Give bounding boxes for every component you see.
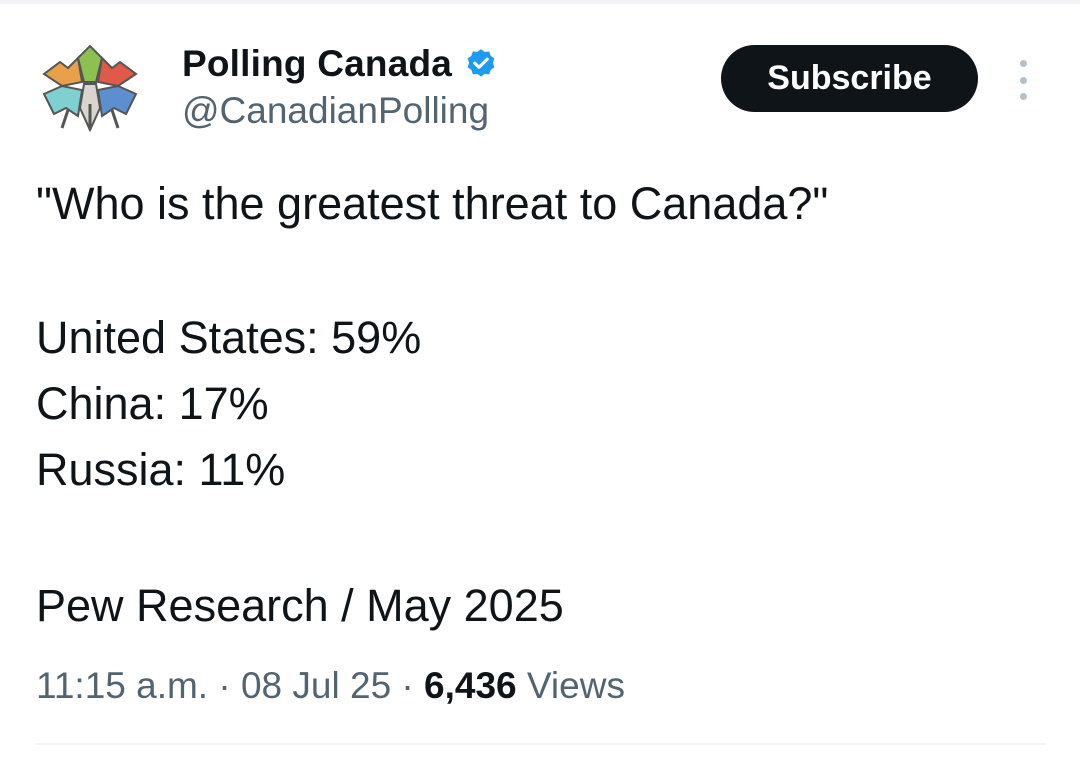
tweet-question: "Who is the greatest threat to Canada?": [36, 178, 829, 229]
more-dot: [1019, 93, 1027, 100]
tweet-meta: 11:15 a.m. · 08 Jul 25 · 6,436 Views: [36, 660, 625, 712]
tweet-date[interactable]: 08 Jul 25: [240, 665, 392, 706]
tweet-result-line: United States: 59%: [36, 312, 422, 363]
more-dot: [1019, 76, 1027, 84]
subscribe-button[interactable]: Subscribe: [721, 45, 978, 112]
meta-separator: ·: [391, 665, 425, 706]
tweet-time[interactable]: 11:15 a.m.: [36, 665, 209, 706]
meta-space: [517, 665, 527, 707]
views-label[interactable]: Views: [526, 665, 625, 706]
meta-separator: ·: [208, 665, 241, 706]
bottom-divider: [36, 743, 1046, 745]
top-divider: [0, 0, 1080, 4]
tweet-result-line: Russia: 11%: [36, 444, 286, 495]
tweet-source: Pew Research / May 2025: [36, 580, 564, 631]
author-name-row[interactable]: Polling Canada: [182, 40, 498, 88]
more-options-icon[interactable]: [1010, 60, 1036, 100]
polling-canada-logo-icon: [42, 44, 138, 133]
more-dot: [1019, 60, 1027, 67]
tweet-result-line: China: 17%: [36, 378, 269, 429]
verified-badge-icon[interactable]: [464, 47, 498, 81]
author-handle[interactable]: @CanadianPolling: [182, 90, 490, 131]
views-count[interactable]: 6,436: [424, 665, 517, 706]
author-display-name[interactable]: Polling Canada: [182, 43, 453, 84]
avatar[interactable]: [38, 44, 142, 133]
